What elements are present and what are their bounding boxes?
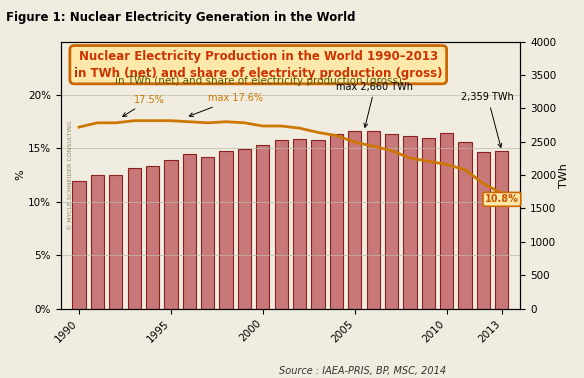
Bar [330,134,343,308]
Text: 17.5%: 17.5% [123,94,165,116]
Bar [220,151,232,308]
Text: Figure 1: Nuclear Electricity Generation in the World: Figure 1: Nuclear Electricity Generation… [6,11,355,24]
Bar [256,145,269,308]
Bar [109,175,123,308]
Text: © MYCLE SCHNEIDER CONSULTING: © MYCLE SCHNEIDER CONSULTING [68,120,73,230]
Bar [367,131,380,308]
Text: Source : IAEA-PRIS, BP, MSC, 2014: Source : IAEA-PRIS, BP, MSC, 2014 [279,366,446,376]
Bar [201,157,214,308]
Y-axis label: %: % [15,170,25,180]
Bar [164,160,178,308]
Bar [404,136,416,308]
Bar [293,139,306,308]
Text: in TWh (net) and share of electricity production (gross): in TWh (net) and share of electricity pr… [115,76,402,87]
Text: Nuclear Electricity Production in the World 1990–2013
in TWh (net) and share of : Nuclear Electricity Production in the Wo… [74,50,443,80]
Text: 2,359 TWh: 2,359 TWh [461,92,514,147]
Text: max 2,660 TWh: max 2,660 TWh [336,82,413,127]
Bar [127,169,141,308]
Text: max 17.6%: max 17.6% [189,93,263,116]
Bar [72,181,86,308]
Bar [495,151,509,308]
Bar [311,140,325,308]
Bar [458,142,472,308]
Bar [385,135,398,308]
Bar [348,131,361,308]
Bar [422,138,435,308]
Y-axis label: TWh: TWh [559,163,569,187]
Bar [238,149,251,308]
Bar [146,166,159,308]
Bar [477,152,490,308]
Text: 10.8%: 10.8% [485,194,519,204]
Bar [91,175,104,308]
Bar [183,155,196,308]
Bar [440,133,453,308]
Bar [274,141,288,308]
